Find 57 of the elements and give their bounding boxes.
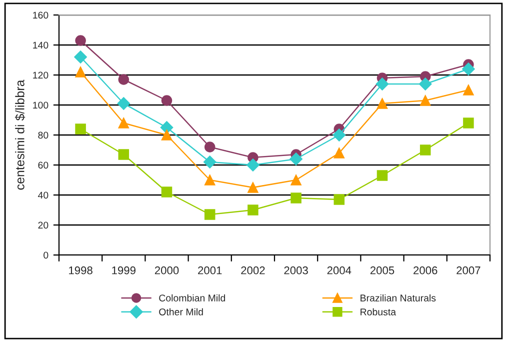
point [332,128,346,142]
point [118,149,130,160]
point [420,95,431,106]
x-tick-label: 2007 [456,266,480,274]
y-tick-label: 80 [38,132,48,139]
x-tick-label: 2006 [414,266,438,274]
x-tick-label: 2001 [198,266,222,274]
point [161,95,172,106]
x-tick-label: 2005 [370,266,394,274]
point [462,62,475,76]
y-axis-title: centesimi di $/libbra [14,80,26,190]
x-tick-label: 1998 [69,266,92,274]
y-tick-label: 0 [44,252,48,259]
point [290,192,302,204]
point [376,170,388,181]
legend-label: Robusta [360,308,396,316]
point [118,74,130,85]
point [246,158,260,172]
point [118,118,130,128]
x-tick-label: 1999 [112,266,136,274]
point [376,78,389,90]
point [204,209,216,220]
y-tick-label: 100 [33,102,48,109]
x-tick-label: 2000 [154,266,179,274]
x-tick-label: 2002 [241,266,265,274]
point [290,174,302,186]
point [117,97,130,110]
legend-label: Brazilian Naturals [360,294,436,302]
point [463,118,474,128]
legend-label: Other Mild [159,308,203,316]
point [334,194,345,205]
y-tick-label: 120 [33,72,48,79]
point [334,148,345,158]
point [203,156,216,168]
point [248,204,258,216]
point [420,144,431,156]
point [74,50,87,64]
point [418,78,432,90]
point [376,98,388,109]
x-tick-label: 2004 [327,266,352,274]
point [75,35,86,46]
x-tick-label: 2003 [284,266,308,274]
point [248,182,258,193]
point [161,186,172,198]
y-tick-label: 20 [38,222,48,229]
point [161,130,172,140]
point [204,142,216,152]
point [75,124,86,134]
point [204,174,216,186]
point [463,84,474,96]
y-tick-label: 40 [38,192,48,199]
legend-label: Colombian Mild [159,294,226,302]
point [290,152,302,166]
y-tick-label: 140 [33,42,48,49]
point [75,66,86,78]
y-tick-label: 60 [38,162,48,169]
y-tick-label: 160 [33,12,48,19]
